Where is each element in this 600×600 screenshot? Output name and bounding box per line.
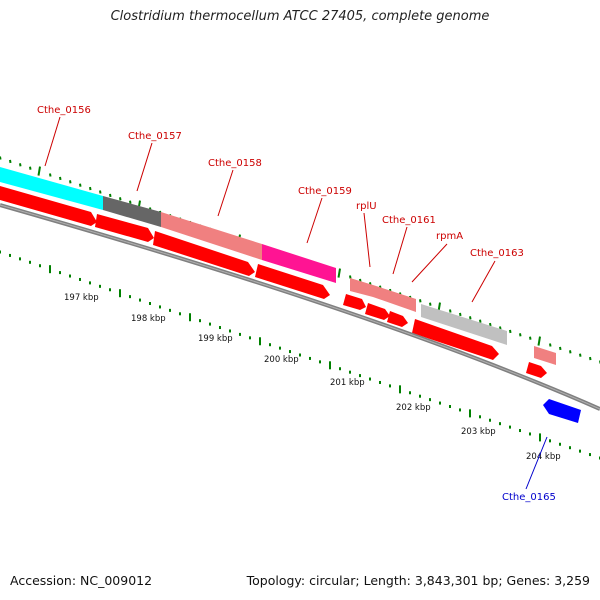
outer-tick bbox=[559, 346, 562, 351]
outer-tick bbox=[337, 268, 341, 278]
cds-arrow-2[interactable] bbox=[95, 214, 154, 242]
gene-label[interactable]: Cthe_0165 bbox=[502, 492, 556, 503]
kbp-label-group: 197 kbp 198 kbp 199 kbp 200 kbp 201 kbp 202 k… bbox=[64, 293, 561, 462]
gene-cthe-0165[interactable] bbox=[543, 399, 581, 423]
outer-tick bbox=[29, 166, 32, 170]
outer-tick bbox=[529, 336, 532, 340]
cds-arrow-9[interactable] bbox=[526, 362, 547, 378]
kbp-label: 199 kbp bbox=[198, 334, 233, 344]
outer-tick bbox=[9, 159, 12, 164]
gene-label[interactable]: Cthe_0156 bbox=[37, 105, 91, 116]
gene-label[interactable]: Cthe_0157 bbox=[128, 131, 182, 142]
label-callout-line bbox=[471, 260, 496, 303]
label-callout-line bbox=[392, 226, 408, 275]
outer-tick bbox=[459, 312, 462, 317]
outer-tick bbox=[349, 275, 352, 279]
genome-backbone bbox=[0, 203, 600, 411]
cds-arrow-5[interactable] bbox=[343, 294, 366, 310]
gene-label[interactable]: Cthe_0159 bbox=[298, 186, 352, 197]
outer-tick bbox=[489, 322, 492, 327]
outer-tick bbox=[119, 197, 122, 201]
label-callout-line bbox=[411, 243, 448, 283]
outer-tick bbox=[89, 186, 92, 191]
outer-tick bbox=[19, 163, 22, 167]
outer-tick bbox=[589, 356, 592, 361]
kbp-label: 200 kbp bbox=[264, 355, 299, 365]
gene-label[interactable]: Cthe_0161 bbox=[382, 215, 436, 226]
label-callout-line bbox=[525, 436, 548, 490]
kbp-label: 203 kbp bbox=[461, 427, 496, 437]
kbp-label: 204 kbp bbox=[526, 452, 561, 462]
feature-track-outer bbox=[0, 167, 556, 365]
label-callout-line bbox=[363, 212, 371, 268]
outer-tick bbox=[549, 343, 552, 347]
cds-arrow-4[interactable] bbox=[255, 264, 330, 299]
outer-tick bbox=[37, 166, 41, 176]
outer-tick bbox=[479, 319, 482, 323]
gene-cthe-0163[interactable] bbox=[421, 304, 507, 345]
cds-arrow-6[interactable] bbox=[365, 303, 390, 320]
map-title: Clostridium thermocellum ATCC 27405, com… bbox=[110, 9, 490, 24]
gene-label[interactable]: Cthe_0158 bbox=[208, 158, 262, 169]
label-callout-line bbox=[44, 116, 61, 167]
outer-tick bbox=[569, 350, 572, 354]
gene-label-group: Cthe_0156 Cthe_0157 Cthe_0158 Cthe_0159 rplU… bbox=[37, 105, 556, 503]
outer-tick bbox=[537, 336, 541, 346]
outer-tick bbox=[449, 309, 452, 313]
outer-tick bbox=[69, 180, 72, 184]
outer-tick bbox=[99, 190, 102, 194]
outer-tick bbox=[419, 299, 422, 303]
kbp-label: 201 kbp bbox=[330, 378, 365, 388]
outer-tick bbox=[579, 353, 582, 357]
kbp-label: 197 kbp bbox=[64, 293, 99, 303]
outer-tick bbox=[109, 193, 112, 198]
gene-cthe-0156[interactable] bbox=[0, 167, 103, 210]
label-callout-line bbox=[136, 142, 153, 192]
outer-tick bbox=[519, 333, 522, 337]
outer-tick bbox=[429, 302, 432, 306]
cds-arrow-7[interactable] bbox=[387, 311, 408, 327]
label-callout-line bbox=[217, 169, 234, 217]
genome-stats-text: Topology: circular; Length: 3,843,301 bp… bbox=[246, 573, 590, 588]
outer-tick bbox=[509, 329, 512, 334]
outer-tick bbox=[79, 183, 82, 187]
label-callout-line bbox=[306, 197, 323, 244]
cds-arrow-1[interactable] bbox=[0, 186, 97, 226]
kbp-label: 202 kbp bbox=[396, 403, 431, 413]
gene-label[interactable]: rpmA bbox=[436, 231, 463, 242]
gene-cthe-0164[interactable] bbox=[534, 346, 556, 365]
outer-tick bbox=[59, 176, 62, 181]
outer-tick bbox=[49, 173, 52, 177]
kbp-label: 198 kbp bbox=[131, 314, 166, 324]
gene-cthe-0159[interactable] bbox=[262, 244, 336, 283]
cds-arrow-8[interactable] bbox=[412, 319, 499, 360]
outer-tick bbox=[129, 200, 132, 204]
outer-tick bbox=[0, 156, 2, 160]
accession-text: Accession: NC_009012 bbox=[10, 573, 153, 588]
gene-cthe-0157[interactable] bbox=[103, 196, 161, 227]
gene-cthe-0158[interactable] bbox=[161, 212, 262, 260]
cds-arrow-3[interactable] bbox=[153, 231, 255, 276]
outer-tick bbox=[469, 316, 472, 320]
callout-lines bbox=[44, 116, 548, 490]
feature-track-red-arrows bbox=[0, 186, 547, 378]
gene-cthe-0161[interactable] bbox=[373, 285, 416, 312]
gene-rplu[interactable] bbox=[350, 278, 373, 297]
gene-label[interactable]: Cthe_0163 bbox=[470, 248, 524, 259]
inner-tick-track bbox=[0, 250, 600, 460]
gene-label[interactable]: rplU bbox=[356, 201, 377, 212]
